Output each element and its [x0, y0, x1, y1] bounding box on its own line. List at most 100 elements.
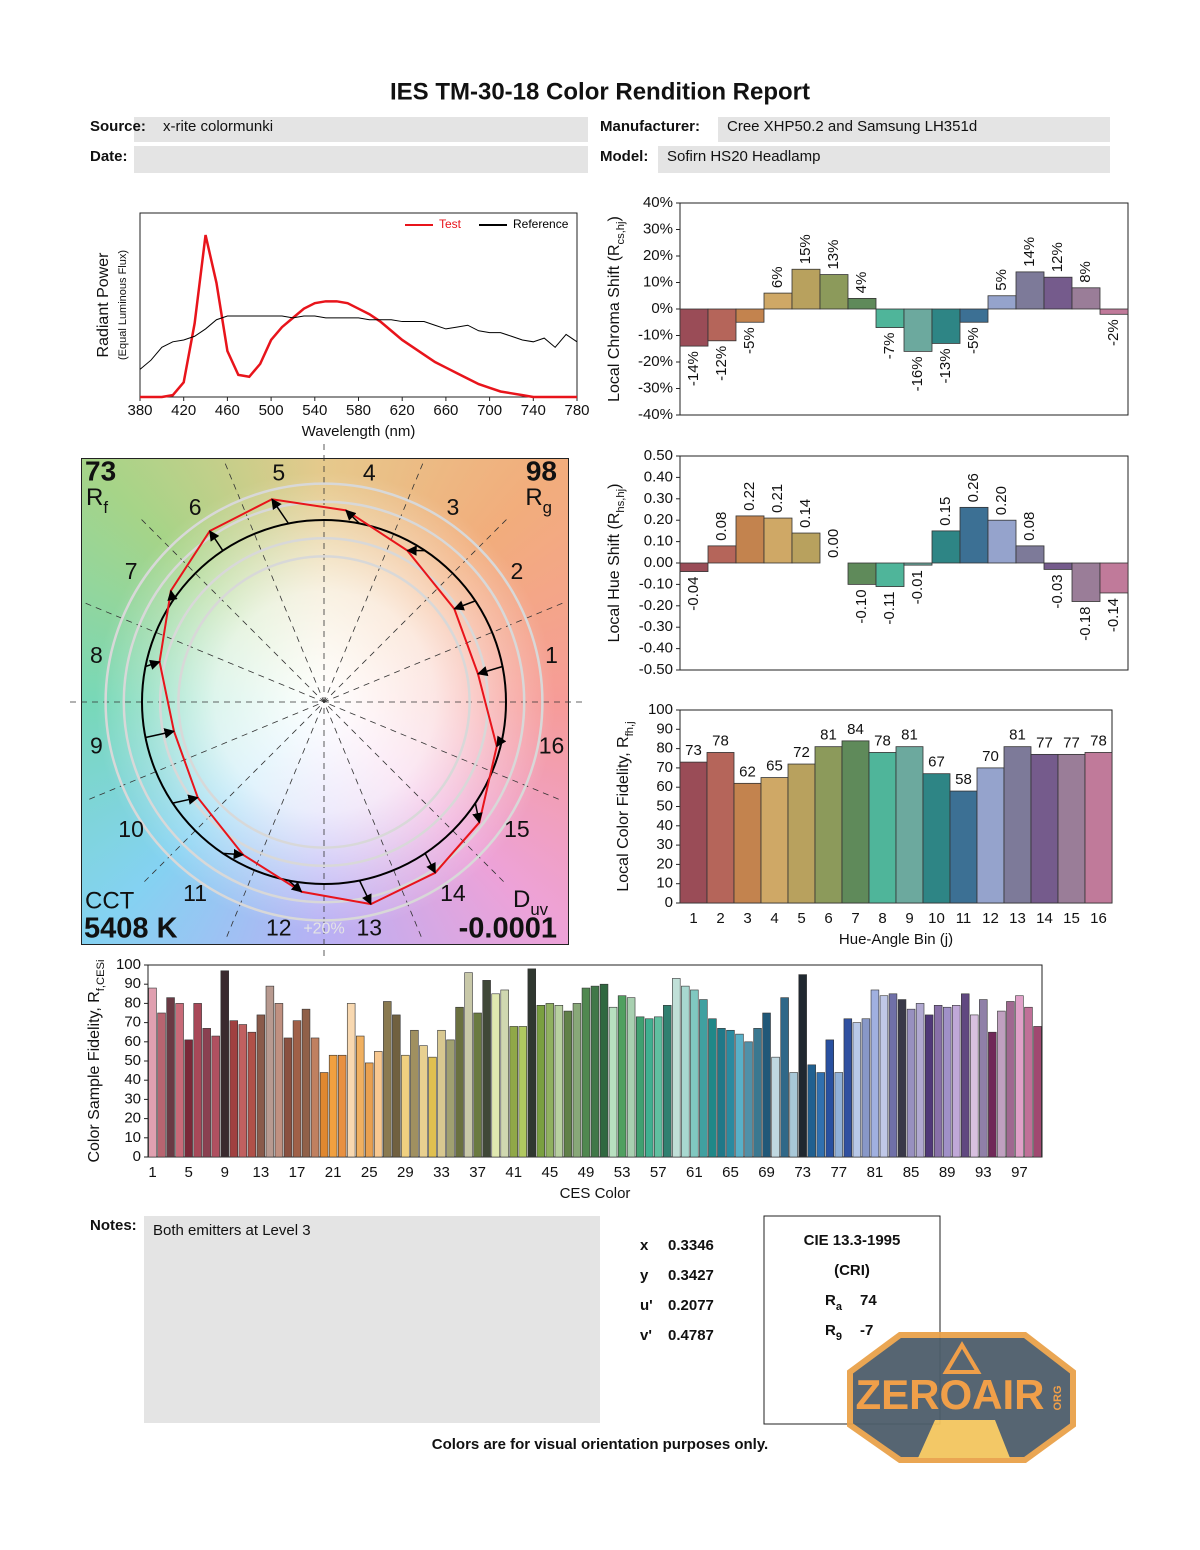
field-box [658, 146, 1110, 173]
metric-value: 0.2077 [668, 1297, 714, 1314]
x-tick-label: 5 [184, 1164, 192, 1181]
bar [997, 1010, 1006, 1158]
bar [211, 1035, 220, 1158]
cri-subtitle: (CRI) [834, 1262, 870, 1279]
bar [482, 980, 491, 1158]
bar [922, 773, 951, 904]
value-label: -12% [713, 346, 730, 381]
x-tick-label: 12 [982, 910, 999, 927]
shift-arrow [271, 498, 290, 524]
bar [825, 1039, 835, 1158]
label-subscript: g [543, 498, 552, 517]
label-subscript: a [836, 1301, 843, 1313]
y-tick-label: -40% [638, 406, 673, 423]
y-tick-label: 30 [656, 836, 673, 853]
value-label: 70 [982, 748, 999, 765]
x-tick-label: 93 [975, 1164, 992, 1181]
bar [229, 1020, 239, 1158]
bar [847, 297, 877, 310]
bar [915, 1003, 925, 1158]
value-label: -0.11 [881, 592, 898, 625]
label-subscript: uv [530, 900, 548, 919]
shift-arrow [209, 530, 224, 552]
y-tick-label: 10 [656, 875, 673, 892]
bin-label: 2 [511, 558, 524, 584]
bar [572, 1003, 582, 1158]
metric-label: v' [640, 1327, 652, 1344]
y-tick-label: 0.20 [644, 511, 673, 528]
ring-label: +20% [303, 921, 344, 938]
value-label: -0.04 [685, 577, 702, 611]
y-tick-label: 0 [133, 1148, 141, 1165]
value-label: 12% [1049, 242, 1066, 272]
notes-box [144, 1216, 600, 1423]
rf-label: Rf [86, 484, 108, 517]
value-label: -0.10 [853, 589, 870, 623]
x-tick-label: 2 [716, 910, 724, 927]
bar [679, 761, 708, 904]
bar [895, 746, 924, 904]
value-label: 0.08 [713, 512, 730, 541]
bar [220, 970, 229, 1158]
metric-label: y [640, 1267, 649, 1284]
bar [816, 1072, 825, 1158]
bin-label: 5 [272, 460, 285, 486]
bar [1099, 308, 1129, 315]
value-label: 0.14 [797, 499, 814, 528]
bar [1015, 271, 1045, 310]
x-tick-label: 620 [390, 402, 415, 419]
bar [301, 1008, 311, 1158]
bar [1071, 287, 1101, 310]
value-label: -5% [965, 327, 982, 354]
notes-text: Both emitters at Level 3 [153, 1222, 311, 1239]
bar [707, 308, 737, 342]
y-tick-label: 0.40 [644, 468, 673, 485]
x-tick-label: 57 [650, 1164, 667, 1181]
bar [337, 1054, 347, 1158]
label-part: ) [606, 484, 623, 489]
badge-icon [942, 1341, 982, 1374]
series-line [140, 234, 577, 399]
field-label: Model: [600, 148, 648, 165]
bar [202, 1028, 211, 1158]
bar [428, 1056, 437, 1158]
y-tick-label: -0.30 [639, 618, 673, 635]
x-tick-label: 780 [564, 402, 589, 419]
badge [847, 1332, 1076, 1463]
bar [961, 993, 970, 1158]
bar [699, 999, 708, 1158]
field-value: Cree XHP50.2 and Samsung LH351d [727, 118, 977, 135]
bar [903, 562, 933, 566]
bar [931, 530, 961, 564]
shift-arrow [472, 802, 483, 824]
x-tick-label: 11 [956, 910, 972, 927]
y-tick-label: 10% [643, 273, 673, 290]
metric-label: x [640, 1237, 649, 1254]
value-label: 78 [712, 732, 729, 749]
bar [473, 1012, 482, 1158]
bar [1024, 1006, 1033, 1158]
bar [1043, 562, 1073, 570]
label-part: Local Chroma Shift (R [606, 244, 623, 401]
bar [1030, 753, 1059, 904]
bar [157, 1012, 166, 1158]
cri-ra-label: Ra [825, 1292, 843, 1313]
bar [437, 1029, 446, 1158]
x-tick-label: 69 [758, 1164, 775, 1181]
bar [868, 752, 897, 904]
bar [988, 1031, 997, 1158]
cri-title: CIE 13.3-1995 [804, 1232, 901, 1249]
bar [663, 1005, 672, 1158]
bar [608, 1006, 618, 1158]
bar [365, 1062, 374, 1158]
bin-label: 15 [504, 816, 530, 842]
watermark-sub: ORG [1052, 1385, 1064, 1410]
y-tick-label: 50 [656, 797, 673, 814]
bar [419, 1045, 428, 1158]
bar [787, 763, 816, 904]
report-title: IES TM-30-18 Color Rendition Report [390, 78, 810, 105]
metric-value: 0.4787 [668, 1327, 714, 1344]
value-label: 81 [1009, 727, 1026, 744]
bar [819, 274, 849, 310]
